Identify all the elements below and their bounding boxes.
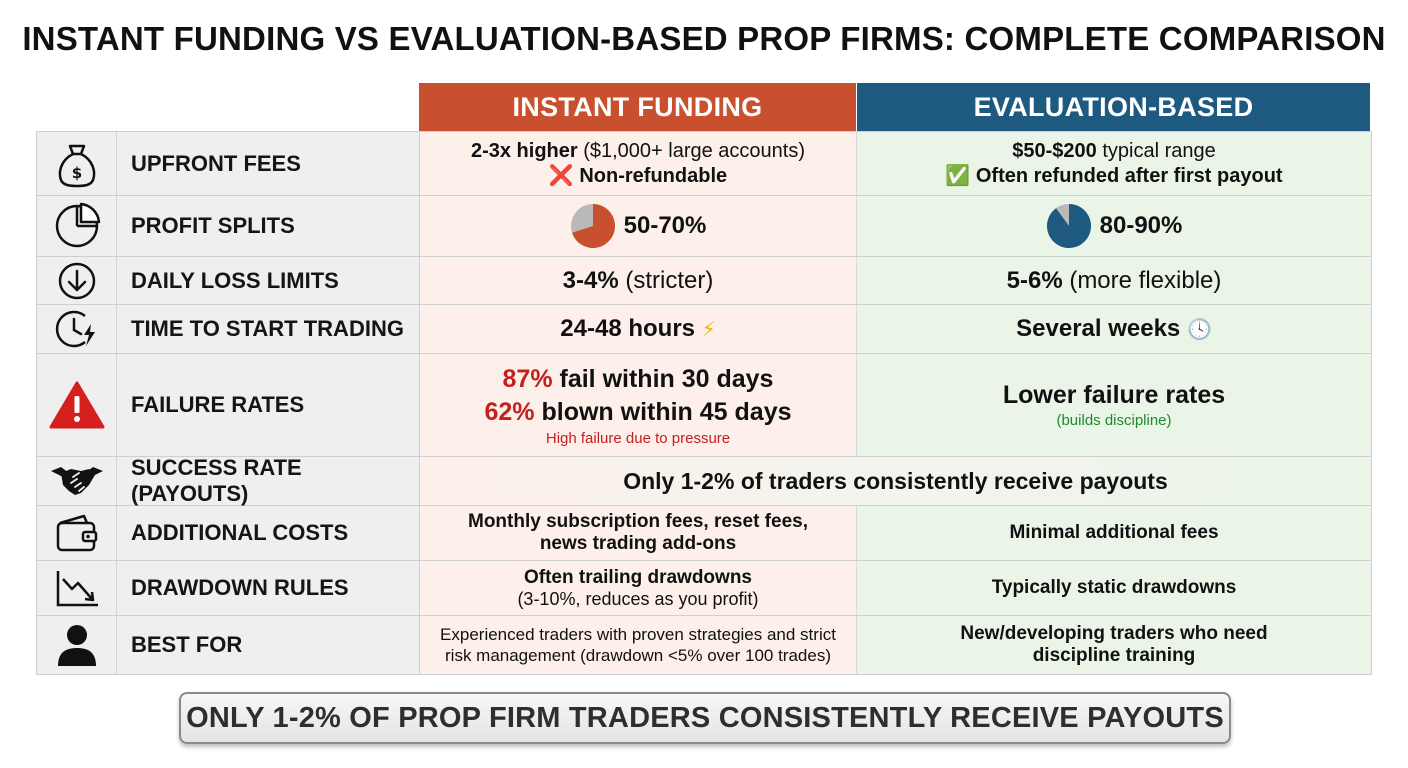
evaluation-best-line-2: discipline training [1032,645,1196,666]
eval-upfront-bold: $50-$200 [1012,139,1097,162]
evaluation-split-pie-icon [1046,204,1091,248]
eval-upfront-refund: Often refunded after first payout [975,164,1283,187]
row-label-time-to-start: TIME TO START TRADING [117,305,420,353]
instant-failure-rates: 87% fail within 30 days 62% blown within… [420,354,857,456]
page-title: INSTANT FUNDING VS EVALUATION-BASED PROP… [22,20,1386,57]
svg-text:$: $ [71,164,81,182]
table-row-time-to-start: TIME TO START TRADING 24-48 hours ⚡ Seve… [37,305,1371,354]
instant-upfront-rest: ($1,000+ large accounts) [577,139,806,162]
wallet-icon [37,506,117,560]
instant-failure-text-1: fail within 30 days [552,365,774,393]
success-rate-merged-value: Only 1-2% of traders consistently receiv… [420,457,1371,505]
instant-additional-costs: Monthly subscription fees, reset fees, n… [420,506,857,560]
table-row-profit-splits: PROFIT SPLITS 50-70% 80-90% [37,196,1371,257]
table-row-upfront-fees: $ UPFRONT FEES 2-3x higher ($1,000+ larg… [37,132,1371,196]
evaluation-best-for: New/developing traders who need discipli… [857,616,1371,674]
user-icon [37,616,117,674]
instant-split-pie-icon [570,204,615,248]
table-row-additional-costs: ADDITIONAL COSTS Monthly subscription fe… [37,506,1371,561]
column-header-evaluation: EVALUATION-BASED [857,83,1370,131]
lightning-icon: ⚡ [701,319,716,341]
table-row-daily-loss-limits: DAILY LOSS LIMITS 3-4% (stricter) 5-6% (… [37,257,1371,305]
evaluation-drawdown-value: Typically static drawdowns [991,577,1237,599]
evaluation-drawdown-rules: Typically static drawdowns [857,561,1371,615]
warning-icon [37,354,117,456]
row-label-drawdown-rules: DRAWDOWN RULES [117,561,420,615]
arrow-down-circle-icon [37,257,117,304]
instant-drawdown-rules: Often trailing drawdowns (3-10%, reduces… [420,561,857,615]
instant-upfront-non-refundable: Non-refundable [579,164,728,187]
pie-chart-icon [37,196,117,256]
row-label-daily-loss-limits: DAILY LOSS LIMITS [117,257,420,304]
clock-icon: 🕓 [1186,319,1212,341]
table-row-failure-rates: FAILURE RATES 87% fail within 30 days 62… [37,354,1371,457]
row-label-additional-costs: ADDITIONAL COSTS [117,506,420,560]
handshake-icon [37,457,117,505]
row-label-profit-splits: PROFIT SPLITS [117,196,420,256]
evaluation-failure-note: (builds discipline) [1056,412,1172,429]
evaluation-upfront-fees: $50-$200 typical range ✅ Often refunded … [857,132,1371,195]
column-header-instant: INSTANT FUNDING [419,83,856,131]
instant-daily-loss: 3-4% (stricter) [420,257,857,304]
table-row-success-rate: SUCCESS RATE (PAYOUTS) Only 1-2% of trad… [37,455,1371,506]
instant-drawdown-line-1: Often trailing drawdowns [523,566,752,588]
evaluation-best-line-1: New/developing traders who need [960,623,1268,645]
instant-failure-pct-2: 62% [484,397,535,426]
evaluation-daily-loss: 5-6% (more flexible) [857,257,1371,304]
eval-daily-rest: (more flexible) [1062,266,1222,294]
footer-banner: ONLY 1-2% OF PROP FIRM TRADERS CONSISTEN… [179,692,1231,744]
instant-best-for: Experienced traders with proven strategi… [420,616,857,674]
evaluation-time-to-start: Several weeks 🕓 [857,305,1371,353]
instant-upfront-bold: 2-3x higher [470,139,578,162]
instant-best-line-2: risk management (drawdown <5% over 100 t… [445,646,831,665]
evaluation-profit-splits: 80-90% [857,196,1371,256]
instant-time-value: 24-48 hours [560,315,695,342]
evaluation-split-value: 80-90% [1099,212,1183,239]
instant-failure-note: High failure due to pressure [545,430,731,447]
table-row-drawdown-rules: DRAWDOWN RULES Often trailing drawdowns … [37,561,1371,616]
instant-failure-text-2: blown within 45 days [534,397,792,426]
evaluation-time-value: Several weeks [1016,315,1181,342]
trend-down-icon [37,561,117,615]
eval-upfront-rest: typical range [1096,139,1216,162]
evaluation-additional-costs: Minimal additional fees [857,506,1371,560]
instant-profit-splits: 50-70% [420,196,857,256]
row-label-best-for: BEST FOR [117,616,420,674]
money-bag-icon: $ [37,132,117,195]
evaluation-failure-value: Lower failure rates [1002,381,1226,409]
row-label-success-rate: SUCCESS RATE (PAYOUTS) [117,455,420,506]
instant-upfront-fees: 2-3x higher ($1,000+ large accounts) ❌ N… [420,132,857,195]
instant-additional-line-1: Monthly subscription fees, reset fees, [468,511,808,533]
row-label-upfront-fees: UPFRONT FEES [117,132,420,195]
evaluation-additional-value: Minimal additional fees [1009,522,1219,544]
instant-best-line-1: Experienced traders with proven strategi… [440,624,836,644]
cross-mark-icon: ❌ [548,164,574,187]
eval-daily-bold: 5-6% [1006,266,1063,294]
instant-failure-pct-1: 87% [502,365,553,393]
instant-split-value: 50-70% [623,212,707,239]
clock-lightning-icon [37,305,117,353]
check-mark-icon: ✅ [945,164,971,187]
table-row-best-for: BEST FOR Experienced traders with proven… [37,616,1371,674]
comparison-table: $ UPFRONT FEES 2-3x higher ($1,000+ larg… [36,131,1372,675]
instant-time-to-start: 24-48 hours ⚡ [420,305,857,353]
evaluation-failure-rates: Lower failure rates (builds discipline) [857,354,1371,456]
instant-daily-bold: 3-4% [562,266,619,294]
row-label-failure-rates: FAILURE RATES [117,354,420,456]
instant-additional-line-2: news trading add-ons [539,533,737,554]
instant-daily-rest: (stricter) [618,266,714,294]
instant-drawdown-line-2: (3-10%, reduces as you profit) [517,588,759,609]
